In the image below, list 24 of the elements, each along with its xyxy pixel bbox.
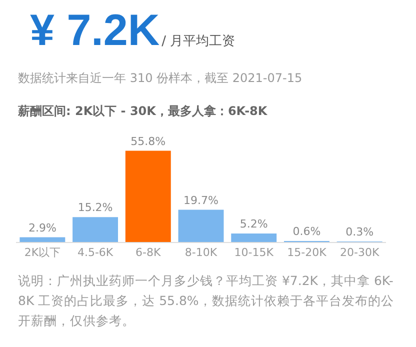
bar: [72, 217, 118, 242]
data-label: 0.3%: [346, 226, 374, 239]
bar: [125, 150, 171, 242]
bar: [178, 210, 224, 242]
x-tick-label: 4.5-6K: [77, 246, 114, 260]
data-label: 2.9%: [28, 221, 56, 234]
text: 说明：广州执业药师一个月多少钱？平均工资 ¥7.2K，其中拿 6K-8K 工资的占比最多，达 55.8%，数据统计依赖于各平台发布的公开薪酬，仅供参考。: [18, 272, 395, 330]
chart-title: ¥ 7.2K: [30, 6, 160, 55]
data-label: 15.2%: [78, 201, 113, 214]
data-label: 19.7%: [184, 194, 218, 207]
x-tick-label: 6-8K: [136, 246, 162, 260]
data-label: 0.6%: [292, 225, 321, 238]
chart-subtitle: / 月平均工资: [162, 34, 236, 49]
x-tick-label: 15-20K: [287, 246, 328, 260]
x-tick-label: 8-10K: [184, 246, 218, 260]
bar: [231, 234, 277, 242]
bar: [20, 237, 66, 242]
x-tick-label: 2K以下: [24, 246, 61, 260]
x-tick-label: 10-15K: [234, 246, 274, 260]
text: 数据统计来自近一年 310 份样本，截至 2021-07-15: [18, 70, 302, 87]
text: 薪酬区间: 2K以下 - 30K，最多人拿：6K-8K: [18, 103, 268, 120]
data-label: 5.2%: [240, 218, 268, 230]
data-label: 55.8%: [130, 134, 166, 148]
x-tick-label: 20-30K: [340, 246, 380, 260]
